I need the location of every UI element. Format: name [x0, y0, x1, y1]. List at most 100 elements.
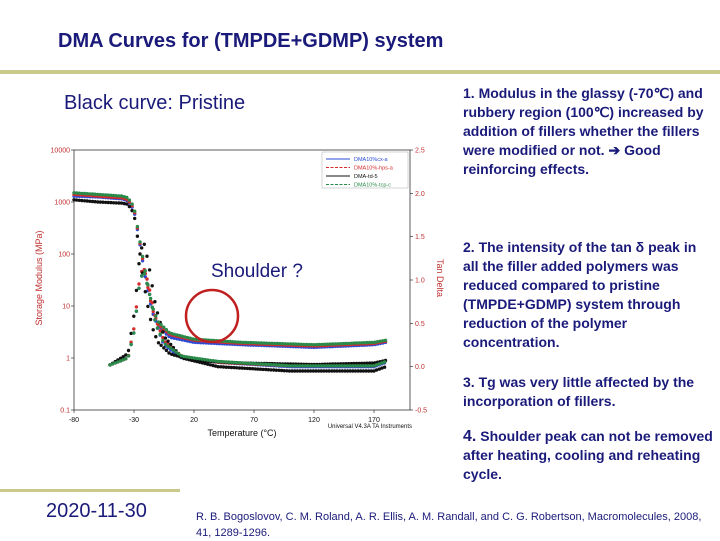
tan-point	[351, 364, 355, 368]
y-tick-label: 100	[58, 252, 70, 259]
tan-point	[192, 359, 197, 363]
series-DMA10%-tcp-c	[72, 191, 388, 368]
tan-point	[282, 363, 286, 368]
tan-point	[221, 365, 226, 369]
tan-point	[335, 369, 339, 373]
tan-point	[150, 305, 154, 309]
modulus-point	[325, 342, 330, 346]
tan-point	[272, 368, 276, 372]
tan-point	[253, 367, 257, 371]
modulus-point	[93, 192, 97, 196]
chart-legend: DMA10%cx-a DMA10%-hps-a DMA-td-5 DMA10%-tcp…	[321, 151, 409, 189]
tan-point	[269, 363, 273, 367]
modulus-point	[96, 192, 100, 197]
tan-point	[374, 368, 379, 372]
tan-point	[200, 357, 205, 361]
modulus-point	[262, 341, 266, 345]
modulus-point	[246, 340, 250, 345]
modulus-point	[354, 341, 359, 345]
modulus-point	[111, 201, 116, 205]
modulus-point	[127, 198, 132, 202]
tan-point	[345, 369, 350, 373]
tan-point	[155, 326, 160, 330]
tan-point	[171, 348, 176, 352]
tan-point	[340, 364, 344, 368]
modulus-point	[170, 352, 174, 356]
tan-point	[227, 360, 231, 364]
modulus-point	[360, 341, 364, 345]
point-4-number: 4.	[463, 428, 477, 445]
modulus-point	[109, 193, 113, 197]
modulus-point	[130, 202, 134, 206]
modulus-point	[346, 341, 351, 346]
tan-point	[150, 284, 154, 288]
tan-point	[343, 364, 347, 368]
tan-point	[290, 369, 294, 373]
tan-point	[145, 277, 149, 281]
tan-point	[147, 268, 152, 272]
tan-point	[140, 246, 144, 250]
tan-point	[319, 369, 323, 373]
modulus-point	[257, 341, 261, 345]
tan-point	[274, 368, 278, 372]
modulus-point	[238, 340, 242, 344]
modulus-point	[309, 342, 314, 347]
tan-point	[324, 369, 329, 373]
tan-point	[303, 369, 308, 373]
modulus-point	[283, 342, 287, 346]
legend-entry: DMA10%-tcp-c	[354, 183, 391, 189]
tan-point	[245, 366, 249, 371]
tan-point	[340, 369, 344, 373]
slide-title: DMA Curves for (TMPDE+GDMP) system	[58, 30, 444, 52]
tan-point	[206, 362, 210, 366]
tan-point	[219, 365, 223, 369]
tan-point	[216, 365, 220, 369]
tan-point	[330, 364, 334, 368]
modulus-point	[164, 328, 169, 332]
modulus-point	[119, 201, 124, 205]
modulus-point	[122, 195, 126, 199]
tan-point	[219, 359, 223, 364]
tan-point	[211, 359, 215, 363]
tan-point	[353, 369, 358, 373]
y-tick-label: 0.1	[60, 408, 70, 415]
modulus-point	[315, 342, 319, 347]
tan-point	[367, 369, 371, 373]
modulus-point	[106, 193, 111, 197]
tan-point	[195, 356, 199, 361]
tan-point	[256, 362, 260, 366]
modulus-point	[77, 191, 81, 195]
tan-point	[198, 357, 202, 361]
tan-point	[335, 364, 339, 368]
modulus-point	[365, 361, 369, 365]
modulus-point	[159, 323, 163, 327]
tan-point	[118, 356, 123, 360]
modulus-point	[80, 191, 84, 196]
tan-point	[158, 329, 162, 333]
x-axis-label: Temperature (°C)	[207, 428, 276, 438]
modulus-point	[331, 342, 335, 346]
tan-point	[303, 364, 308, 368]
tan-point	[359, 369, 363, 373]
modulus-point	[368, 361, 372, 365]
tan-point	[369, 369, 374, 373]
tan-point	[213, 364, 218, 368]
tan-point	[372, 369, 376, 373]
tan-point	[290, 364, 294, 368]
tan-point	[166, 339, 170, 343]
tan-point	[137, 286, 141, 290]
modulus-point	[341, 341, 345, 346]
tan-point	[295, 364, 300, 368]
tan-point	[356, 369, 360, 373]
modulus-point	[88, 192, 92, 196]
tan-point	[348, 364, 352, 368]
modulus-point	[251, 341, 256, 345]
x-tick-label: 170	[368, 417, 380, 424]
modulus-point	[167, 330, 171, 334]
tan-point	[187, 355, 191, 359]
tan-point	[176, 352, 181, 356]
tan-point	[187, 358, 191, 362]
tan-point	[250, 367, 255, 371]
modulus-point	[357, 341, 361, 345]
tan-point	[256, 367, 260, 371]
